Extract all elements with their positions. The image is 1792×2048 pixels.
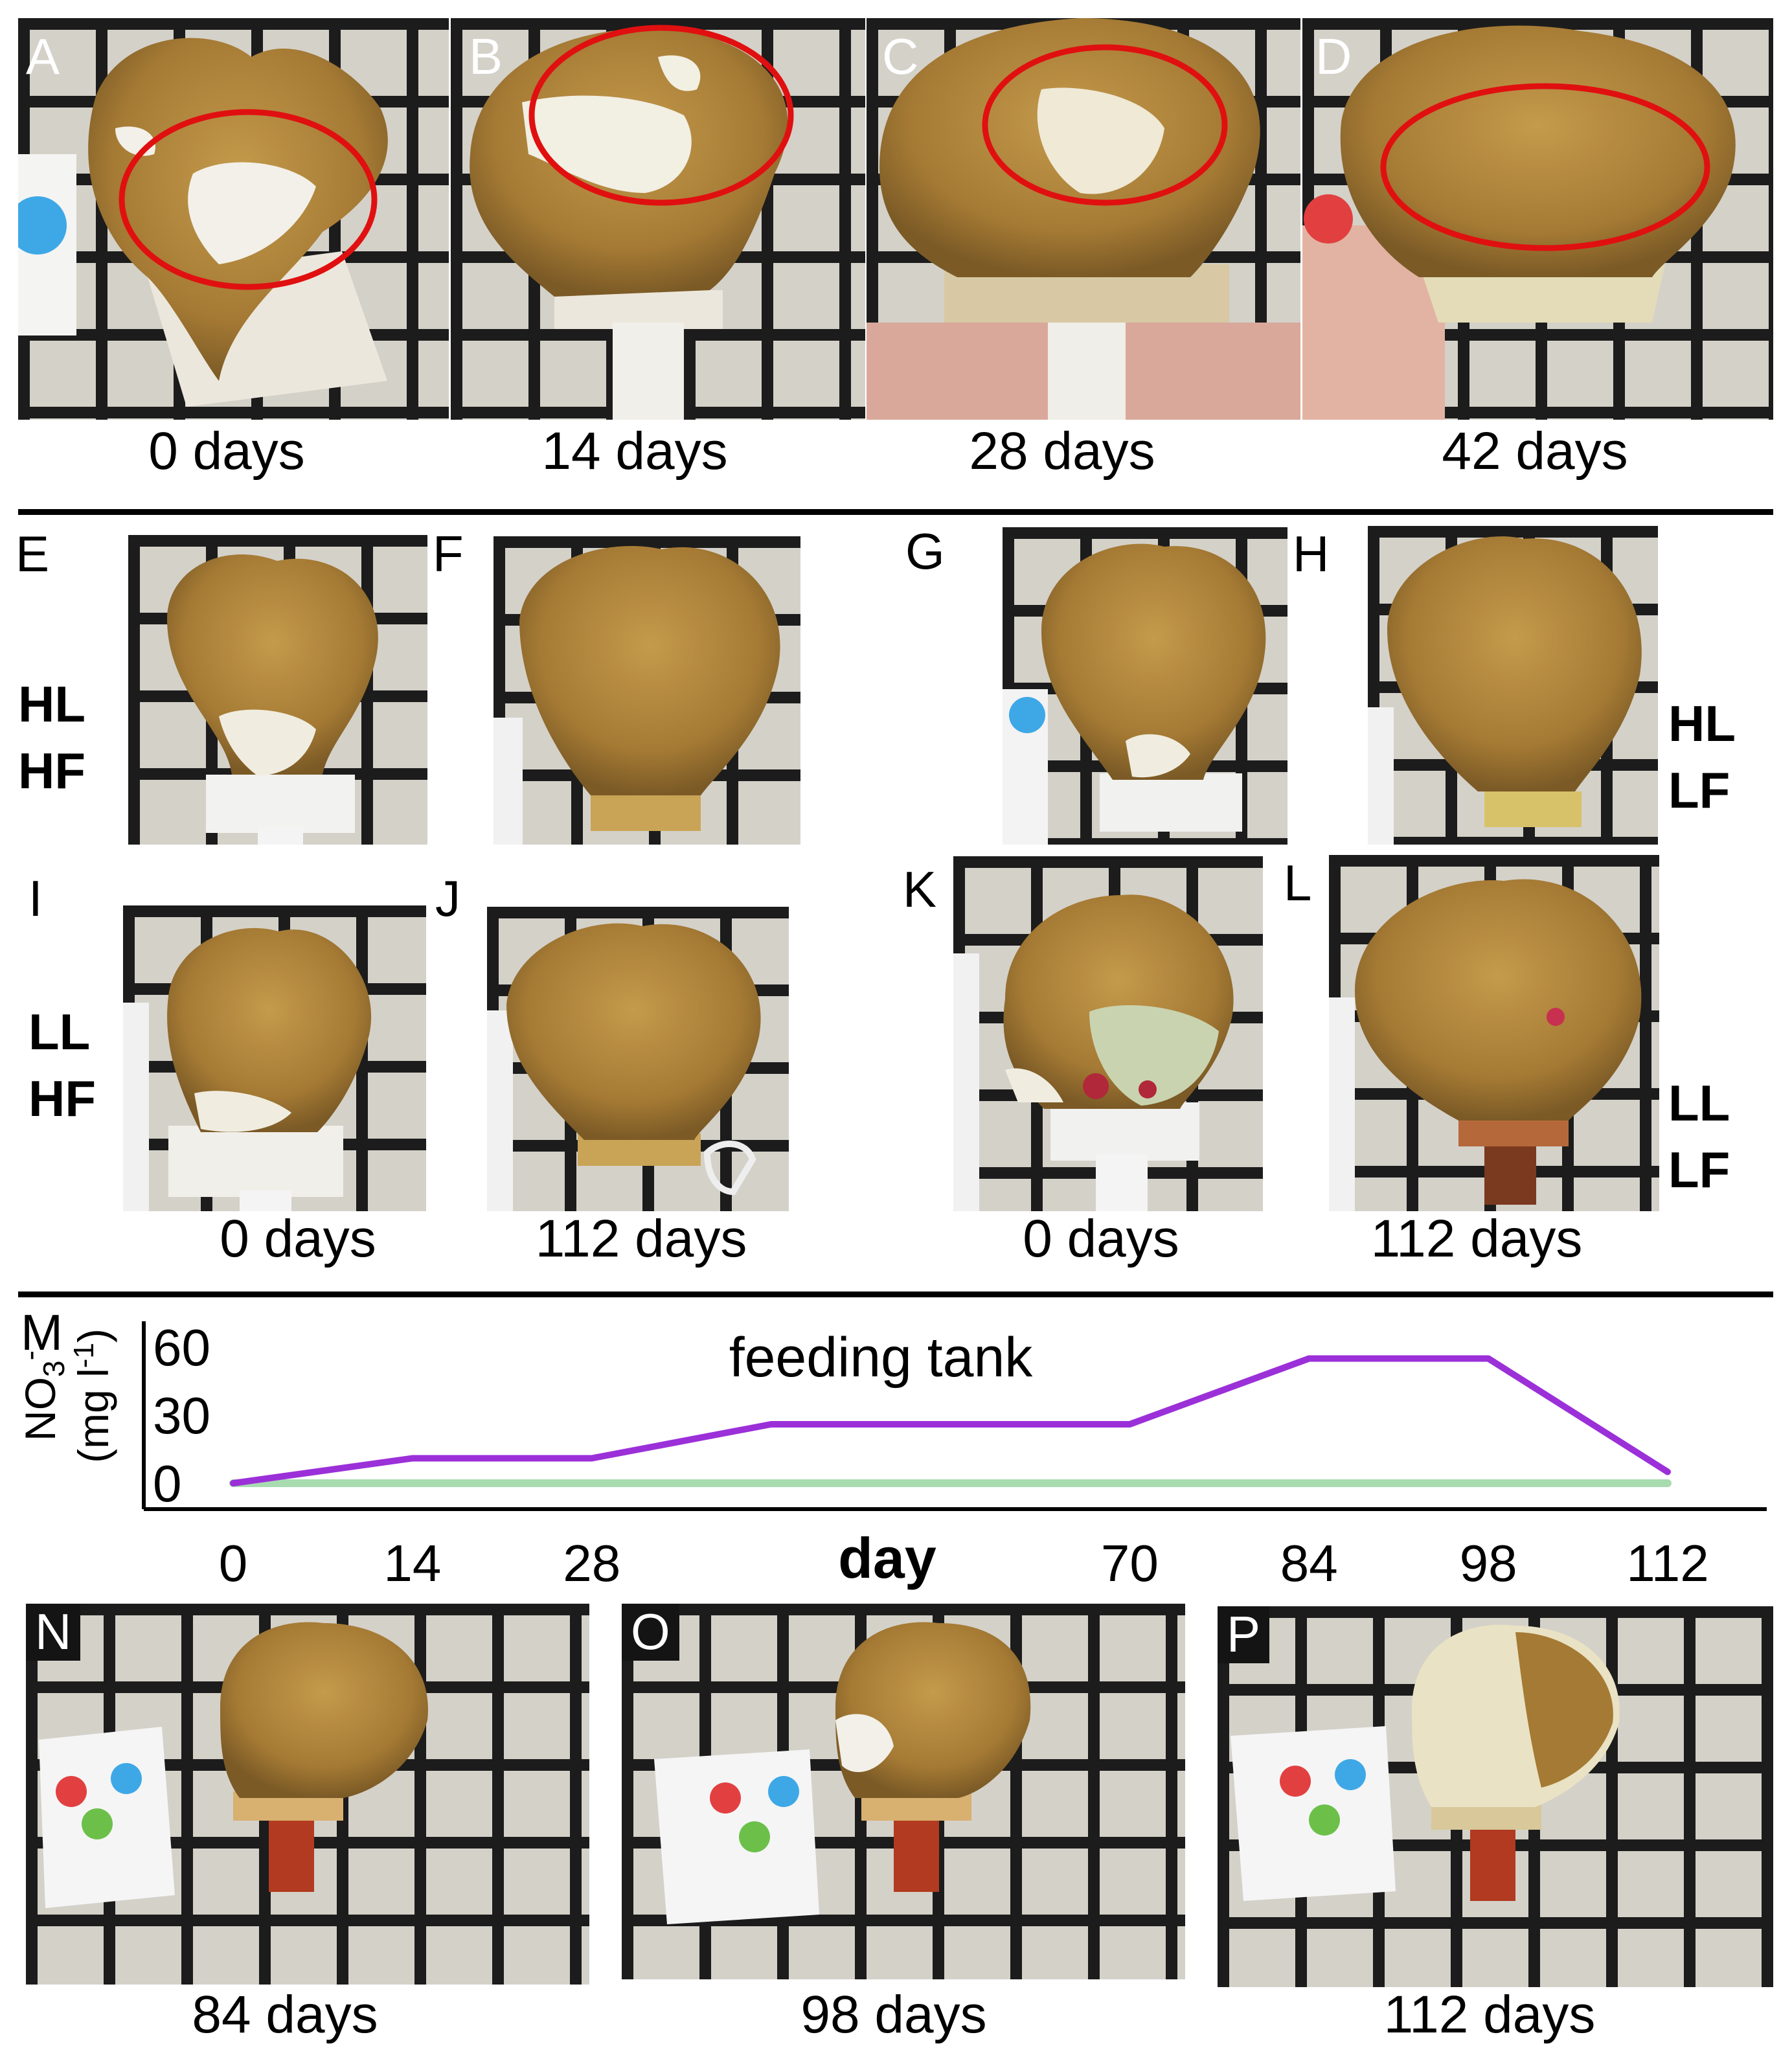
coral-image xyxy=(487,907,789,1211)
photo-panel-h xyxy=(1368,526,1658,845)
panel-letter: I xyxy=(28,870,43,927)
photo-panel-j xyxy=(487,907,789,1211)
y-tick-label: 0 xyxy=(153,1455,182,1512)
coral-image xyxy=(1368,526,1658,845)
treatment-label-hl-lf: HL LF xyxy=(1668,695,1736,819)
photo-panel-e xyxy=(128,535,427,845)
panel-caption: 0 days xyxy=(148,422,305,481)
panel-caption: 98 days xyxy=(800,1985,987,2044)
photo-panel-a: A xyxy=(18,18,449,420)
panel-letter: C xyxy=(882,28,919,85)
section-divider xyxy=(18,1291,1773,1297)
photo-panel-k xyxy=(953,856,1263,1211)
panel-caption-j: 112 days xyxy=(535,1209,747,1268)
panel-letter: G xyxy=(905,523,945,580)
chart-annotation: feeding tank xyxy=(729,1326,1034,1389)
photo-panel-d: D xyxy=(1302,18,1773,420)
coral-image xyxy=(493,536,800,845)
photo-panel-f xyxy=(493,536,800,845)
x-tick-label: 28 xyxy=(563,1534,621,1592)
coral-image xyxy=(1218,1606,1773,1987)
treatment-label-ll-hf: LL HF xyxy=(28,1003,96,1127)
x-tick-label: 112 xyxy=(1626,1534,1709,1592)
x-tick-label: 14 xyxy=(383,1534,442,1592)
x-tick-label: 98 xyxy=(1459,1534,1517,1592)
panel-caption: 28 days xyxy=(969,422,1155,481)
panel-letter: P xyxy=(1218,1606,1270,1663)
coral-image xyxy=(1302,18,1773,420)
photo-panel-n: N xyxy=(26,1604,589,1985)
coral-image xyxy=(1329,855,1659,1211)
y-tick-label: 30 xyxy=(153,1387,210,1444)
panel-letter: B xyxy=(469,28,503,85)
y-tick-label: 60 xyxy=(153,1319,210,1376)
coral-image xyxy=(123,905,426,1211)
panel-caption: 42 days xyxy=(1442,422,1628,481)
photo-panel-g xyxy=(1003,527,1287,845)
panel-caption: 84 days xyxy=(192,1985,378,2044)
panel-letter: F xyxy=(433,525,464,582)
section-divider xyxy=(18,509,1773,515)
panel-letter: J xyxy=(435,870,460,927)
panel-letter: N xyxy=(26,1604,81,1661)
panel-caption-k: 0 days xyxy=(1023,1209,1179,1268)
panel-letter: D xyxy=(1315,28,1352,85)
coral-image xyxy=(18,18,449,420)
chart-x-axis-label: day xyxy=(838,1526,936,1590)
coral-image xyxy=(451,18,865,420)
treatment-label-hl-hf: HL HF xyxy=(18,676,85,799)
x-tick-label: 84 xyxy=(1280,1534,1338,1592)
feeding-series-line xyxy=(230,1355,1671,1486)
panel-letter: E xyxy=(16,525,50,582)
photo-panel-i xyxy=(123,905,426,1211)
x-tick-label: 70 xyxy=(1100,1534,1159,1592)
coral-image xyxy=(622,1604,1185,1979)
coral-image xyxy=(26,1604,589,1985)
coral-image xyxy=(953,856,1263,1211)
panel-letter: L xyxy=(1284,854,1312,911)
coral-image xyxy=(867,18,1300,420)
panel-caption-i: 0 days xyxy=(220,1209,376,1268)
coral-image xyxy=(1003,527,1287,845)
panel-caption: 112 days xyxy=(1383,1985,1596,2044)
photo-panel-o: O xyxy=(622,1604,1185,1979)
panel-letter: K xyxy=(903,861,937,918)
panel-letter: M xyxy=(21,1304,63,1361)
panel-caption: 14 days xyxy=(541,422,728,481)
x-tick-label: 0 xyxy=(218,1534,248,1592)
photo-panel-b: B xyxy=(451,18,865,420)
panel-letter: H xyxy=(1293,525,1330,582)
photo-panel-l xyxy=(1329,855,1659,1211)
treatment-label-ll-lf: LL LF xyxy=(1668,1075,1730,1198)
photo-panel-p: P xyxy=(1218,1606,1773,1987)
panel-letter: A xyxy=(26,28,60,85)
panel-letter: O xyxy=(622,1604,679,1661)
panel-caption-l: 112 days xyxy=(1370,1209,1583,1268)
photo-panel-c: C xyxy=(867,18,1300,420)
coral-image xyxy=(128,535,427,845)
